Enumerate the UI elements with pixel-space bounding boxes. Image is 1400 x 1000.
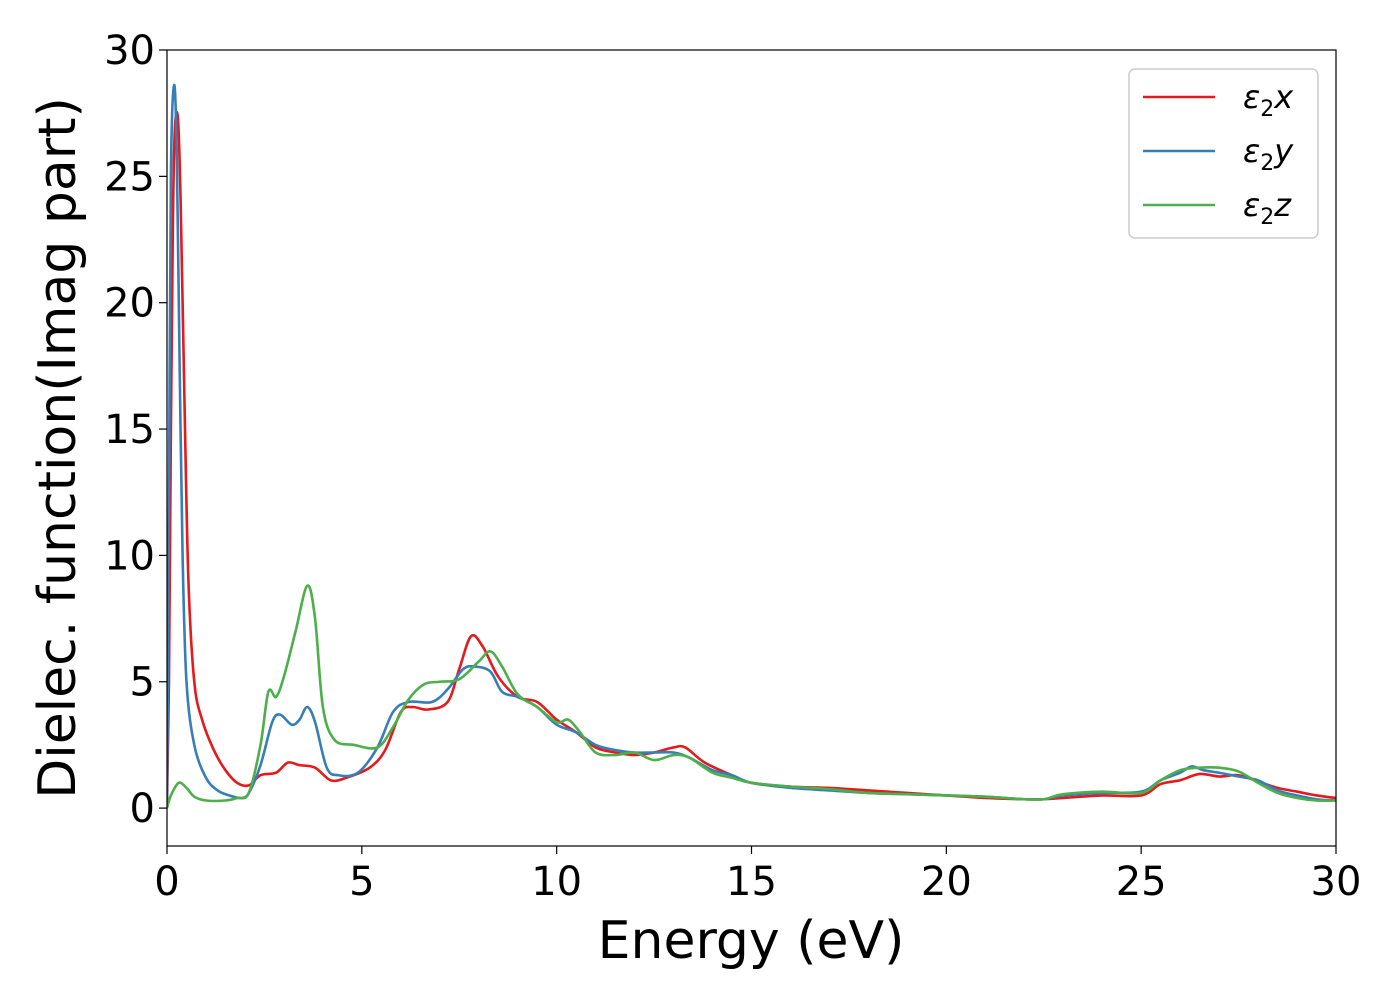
y-tick-label: 15 (104, 407, 155, 453)
x-axis-label: Energy (eV) (598, 911, 905, 971)
x-tick-label: 0 (154, 859, 179, 905)
legend-box (1128, 68, 1319, 239)
series-line-x (167, 110, 1336, 809)
y-tick-label: 5 (130, 660, 155, 706)
x-tick-label: 10 (531, 859, 582, 905)
x-tick-label: 25 (1116, 859, 1167, 905)
legend: ε2x ε2y ε2z (1128, 68, 1319, 239)
y-tick-label: 30 (104, 28, 155, 74)
legend-label-y: ε2y (1243, 132, 1294, 176)
x-tick-label: 30 (1311, 859, 1362, 905)
series-group (167, 83, 1336, 809)
legend-label-z: ε2z (1243, 186, 1292, 230)
y-axis: 0 5 10 15 20 25 30 (104, 28, 167, 832)
y-tick-label: 10 (104, 533, 155, 579)
x-tick-label: 5 (349, 859, 374, 905)
x-tick-label: 15 (726, 859, 777, 905)
legend-label-x: ε2x (1243, 78, 1294, 122)
y-tick-label: 0 (130, 786, 155, 832)
series-line-z (167, 584, 1336, 809)
x-axis: 0 5 10 15 20 25 30 (154, 846, 1361, 905)
y-axis-label: Dielec. function(Imag part) (28, 97, 88, 799)
x-tick-label: 20 (921, 859, 972, 905)
y-tick-label: 20 (104, 281, 155, 327)
y-tick-label: 25 (104, 154, 155, 200)
